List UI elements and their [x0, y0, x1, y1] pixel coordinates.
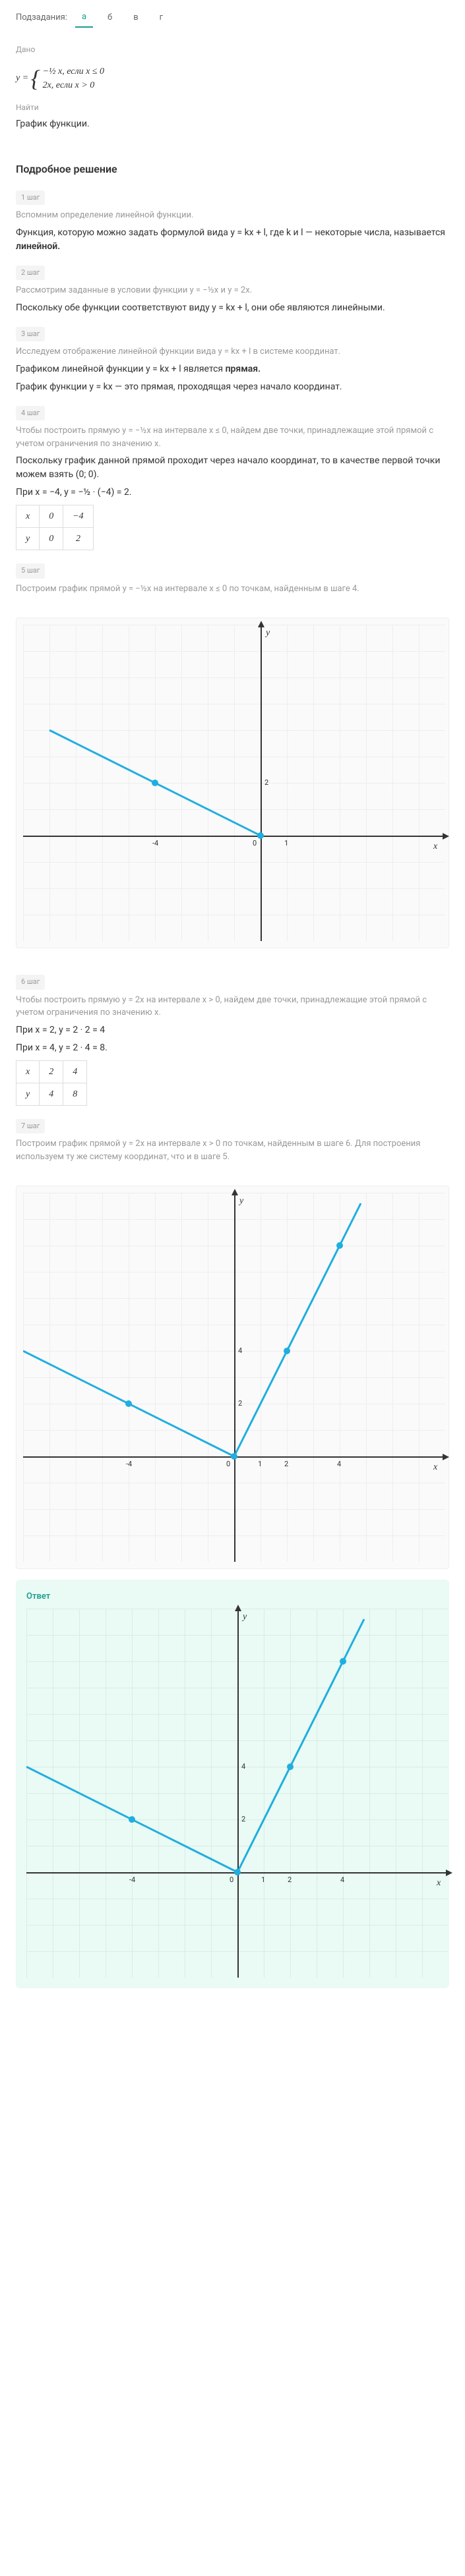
step-4-table: x 0 −4 y 0 2	[16, 505, 94, 550]
table-row: x 0 −4	[16, 505, 94, 528]
step-4-gray: Чтобы построить прямую y = −½x на интерв…	[16, 424, 449, 450]
table-cell: x	[16, 1060, 40, 1083]
step-6-gray: Чтобы построить прямую y = 2x на интерва…	[16, 994, 449, 1019]
step-3-body2: График функции y = kx — это прямая, прох…	[16, 380, 449, 394]
table-cell: 4	[40, 1083, 63, 1105]
step-2-body: Поскольку обе функции соответствуют виду…	[16, 301, 449, 315]
step-4-badge: 4 шаг	[16, 406, 45, 421]
step-6-badge: 6 шаг	[16, 975, 45, 990]
table-cell: 2	[40, 1060, 63, 1083]
step-5-badge: 5 шаг	[16, 563, 45, 579]
table-cell: 0	[40, 505, 63, 528]
step-7-badge: 7 шаг	[16, 1119, 45, 1134]
subtask-tabs: Подзадания: а б в г	[0, 0, 465, 36]
step-4-body1: Поскольку график данной прямой проходит …	[16, 454, 449, 482]
answer-label: Ответ	[26, 1590, 439, 1603]
step-2-badge: 2 шаг	[16, 266, 45, 281]
piece-2: 2x, если x > 0	[43, 78, 104, 92]
step-1-badge: 1 шаг	[16, 190, 45, 206]
tab-v[interactable]: в	[127, 9, 144, 27]
chart-1: xy0-412	[23, 625, 445, 941]
step-2-gray: Рассмотрим заданные в условии функции y …	[16, 284, 449, 297]
formula-y: y =	[16, 73, 28, 83]
answer-section: Ответ xy0-412424	[16, 1580, 449, 1988]
find-label: Найти	[16, 101, 449, 113]
solution-heading: Подробное решение	[16, 161, 449, 177]
step-3-gray: Исследуем отображение линейной функции в…	[16, 345, 449, 358]
table-cell: 2	[63, 528, 93, 550]
step-1-body-text: Функция, которую можно задать формулой в…	[16, 227, 445, 238]
step-3-badge: 3 шаг	[16, 327, 45, 342]
step-1-gray: Вспомним определение линейной функции.	[16, 209, 449, 222]
tab-g[interactable]: г	[153, 9, 170, 27]
piecewise-formula: y = { −½ x, если x ≤ 0 2x, если x > 0	[16, 61, 449, 96]
step-1-body: Функция, которую можно задать формулой в…	[16, 226, 449, 254]
step-7-gray: Построим график прямой y = 2x на интерва…	[16, 1137, 449, 1163]
step-3-body1: Графиком линейной функции y = kx + l явл…	[16, 362, 449, 376]
step-4-body2: При x = −4, y = −½ · (−4) = 2.	[16, 486, 449, 500]
tab-b[interactable]: б	[101, 9, 119, 27]
table-cell: −4	[63, 505, 93, 528]
chart-3: xy0-412424	[26, 1609, 449, 1978]
chart-2: xy0-412424	[23, 1193, 445, 1562]
table-row: x 2 4	[16, 1060, 87, 1083]
step-3-body1-text: Графиком линейной функции y = kx + l явл…	[16, 364, 226, 374]
table-row: y 4 8	[16, 1083, 87, 1105]
given-section: Дано y = { −½ x, если x ≤ 0 2x, если x >…	[0, 36, 465, 143]
chart-1-box: xy0-412	[16, 617, 449, 948]
subtask-label: Подзадания:	[16, 11, 67, 24]
step-5-gray: Построим график прямой y = −½x на интерв…	[16, 583, 449, 596]
step-6-body1: При x = 2, y = 2 · 2 = 4	[16, 1023, 449, 1037]
chart-2-box: xy0-412424	[16, 1186, 449, 1569]
table-cell: 8	[63, 1083, 87, 1105]
step-6-table: x 2 4 y 4 8	[16, 1060, 87, 1106]
given-label: Дано	[16, 43, 449, 55]
tab-a[interactable]: а	[75, 8, 93, 28]
find-text: График функции.	[16, 117, 449, 131]
step-6-body2: При x = 4, y = 2 · 4 = 8.	[16, 1041, 449, 1055]
table-row: y 0 2	[16, 528, 94, 550]
table-cell: y	[16, 528, 40, 550]
table-cell: 0	[40, 528, 63, 550]
table-cell: y	[16, 1083, 40, 1105]
table-cell: 4	[63, 1060, 87, 1083]
step-3-bold: прямая.	[226, 364, 261, 374]
table-cell: x	[16, 505, 40, 528]
step-1-bold: линейной.	[16, 241, 60, 252]
piece-1: −½ x, если x ≤ 0	[43, 65, 104, 78]
